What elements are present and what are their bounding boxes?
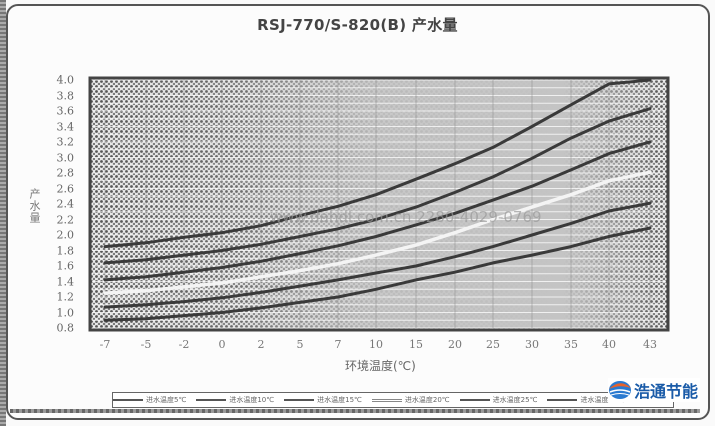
y-tick-label: 3.0	[56, 151, 75, 164]
series-line-3	[103, 170, 652, 295]
x-tick-label: 0	[218, 338, 226, 351]
y-tick-label: 2.4	[56, 197, 75, 211]
y-tick-label: 2.8	[56, 166, 75, 180]
y-tick-label: 3.6	[56, 104, 75, 118]
x-tick-label: -2	[178, 338, 190, 351]
legend-item: 进水温度30℃	[547, 395, 625, 405]
legend-item: 进水温度15℃	[284, 395, 362, 405]
y-tick-label: 3.4	[56, 120, 75, 133]
x-tick-label: 15	[409, 338, 423, 351]
x-tick-label: 10	[369, 338, 383, 351]
y-tick-label: 1.0	[56, 306, 75, 319]
x-tick-label: 40	[602, 338, 616, 351]
x-tick-label: -5	[140, 338, 152, 351]
legend-line-swatch	[113, 399, 143, 401]
x-tick-label: 20	[448, 338, 462, 351]
y-axis-title: 产水量	[28, 188, 41, 224]
x-tick-label: 2	[257, 338, 265, 351]
x-tick-label: 25	[486, 338, 500, 351]
legend-line-swatch	[547, 399, 578, 401]
brand-globe-icon	[608, 380, 632, 400]
y-tick-label: 1.2	[56, 290, 75, 304]
legend-item: 进水温度5℃	[113, 395, 186, 405]
y-tick-label: 1.6	[56, 259, 75, 273]
y-tick-label: 3.8	[56, 89, 75, 102]
x-axis-labels: -7 -5 -2 0 2 5 7 10 15 20 25 30 35 40 43	[0, 338, 715, 354]
legend-item: 进水温度10℃	[196, 395, 274, 405]
legend-line-swatch	[196, 399, 227, 401]
legend-line-swatch	[371, 398, 402, 402]
legend-line-swatch	[284, 399, 315, 401]
series-line-5	[103, 226, 652, 322]
legend-label: 进水温度5℃	[146, 396, 187, 404]
chart-title: RSJ-770/S-820(B) 产水量	[257, 16, 458, 34]
x-tick-label: 43	[643, 338, 657, 351]
x-tick-label: 30	[525, 338, 539, 351]
y-tick-label: 2.6	[56, 182, 75, 195]
brand-name: 浩通节能	[634, 382, 699, 401]
legend-label: 进水温度10℃	[229, 396, 275, 404]
x-tick-label: 35	[564, 338, 578, 351]
x-tick-label: 7	[334, 338, 342, 351]
svg-text:www.dahdl.com.cn 2280-4029-076: www.dahdl.com.cn 2280-4029-0769	[270, 208, 542, 226]
series-line-1	[103, 107, 652, 265]
legend-label: 进水温度15℃	[317, 396, 362, 404]
series-line-4	[103, 201, 652, 309]
legend: 进水温度5℃ 进水温度10℃ 进水温度15℃ 进水温度20℃ 进水温度25℃ 进水温度30…	[112, 392, 674, 408]
y-tick-label: 0.8	[56, 321, 75, 335]
legend-label: 进水温度20℃	[404, 396, 450, 404]
legend-item: 进水温度20℃	[371, 395, 450, 405]
y-tick-label: 1.8	[56, 244, 75, 257]
y-tick-label: 2.2	[56, 213, 75, 226]
y-tick-label: 1.4	[56, 275, 75, 288]
brand-logo: 浩通节能	[608, 378, 701, 402]
series-line-0	[103, 78, 652, 249]
series-line-2	[103, 140, 652, 282]
x-axis-title: 环境温度(℃)	[345, 359, 416, 373]
y-tick-label: 3.2	[56, 135, 75, 149]
legend-item: 进水温度25℃	[459, 395, 538, 405]
x-tick-label: 5	[296, 338, 304, 351]
x-tick-label: -7	[99, 338, 111, 351]
legend-border	[10, 409, 700, 413]
page-edge	[0, 0, 6, 426]
legend-label: 进水温度30℃	[580, 396, 626, 404]
y-tick-label: 4.0	[56, 73, 75, 87]
legend-line-swatch	[459, 399, 490, 401]
y-tick-label: 2.0	[56, 228, 75, 242]
legend-label: 进水温度25℃	[492, 396, 538, 404]
